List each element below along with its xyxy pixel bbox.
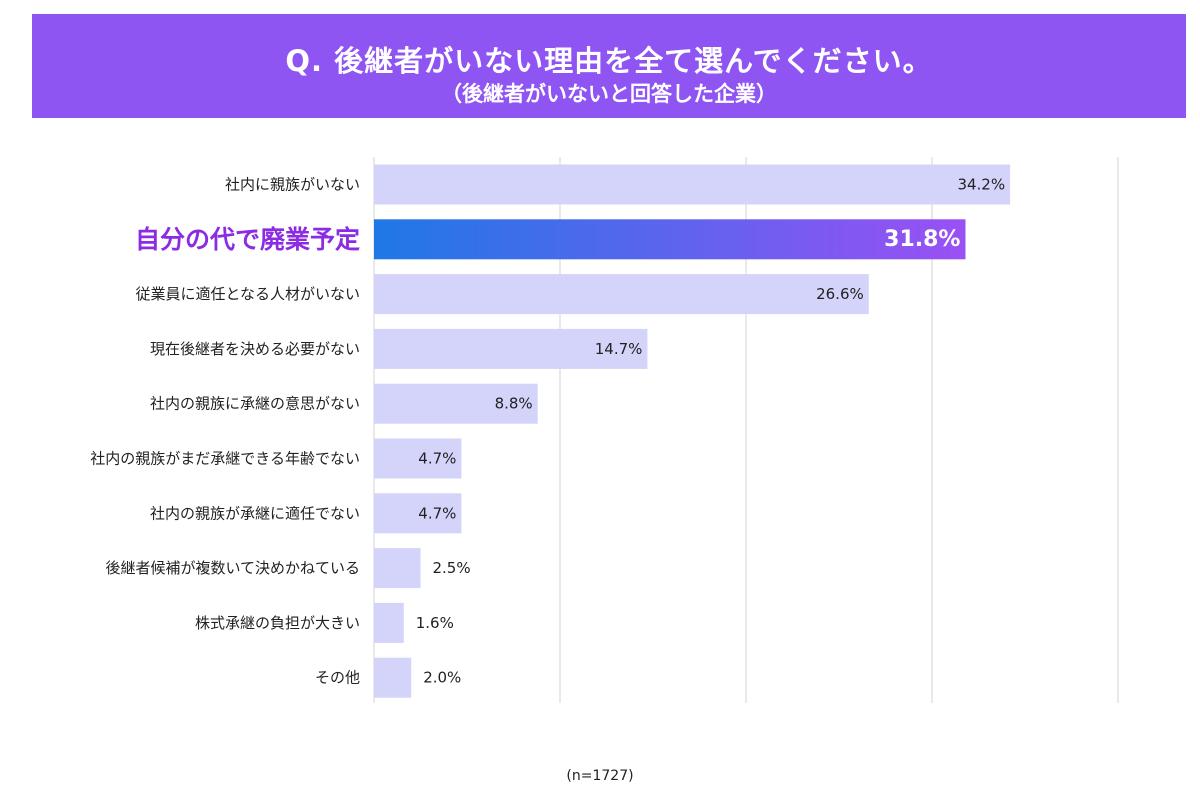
value-label: 1.6% [416,614,454,632]
bar [374,383,538,424]
bar [374,274,869,315]
bar [374,657,412,698]
sample-size-note: (n=1727) [566,768,634,784]
category-label: 社内の親族に承継の意思がない [150,395,360,413]
bar [374,328,648,369]
value-label: 34.2% [957,176,1005,194]
category-label: 従業員に適任となる人材がいない [135,285,360,303]
title-banner: Q. 後継者がいない理由を全て選んでください。 （後継者がいないと回答した企業） [32,14,1186,118]
category-label: 社内の親族が承継に適任でない [150,504,360,522]
value-label: 26.6% [816,285,864,303]
category-label: その他 [315,669,360,687]
bar [374,548,421,589]
bar [374,164,1011,205]
bar [374,602,404,643]
value-label: 2.0% [423,669,461,687]
category-label: 後継者候補が複数いて決めかねている [105,559,360,577]
value-label: 8.8% [495,395,533,413]
bar [374,438,462,479]
bar-highlight [374,219,966,260]
category-label: 現在後継者を決める必要がない [150,340,360,358]
category-label: 社内に親族がいない [225,176,360,194]
category-label: 自分の代で廃業予定 [135,225,360,254]
category-label: 株式承継の負担が大きい [195,614,360,632]
value-label: 31.8% [884,227,960,252]
chart-subtitle: （後継者がいないと回答した企業） [441,82,777,106]
bar [374,493,462,534]
value-label: 4.7% [418,450,456,468]
chart-title: Q. 後継者がいない理由を全て選んでください。 [285,44,933,78]
category-label: 社内の親族がまだ承継できる年齢でない [90,450,360,468]
value-label: 4.7% [418,504,456,522]
value-label: 14.7% [595,340,643,358]
value-label: 2.5% [433,559,471,577]
